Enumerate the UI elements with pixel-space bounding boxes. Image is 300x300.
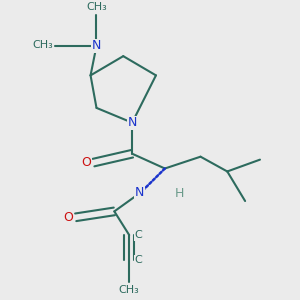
Text: N: N [92,39,101,52]
Text: N: N [135,186,144,199]
Text: N: N [128,116,137,129]
Text: CH₃: CH₃ [33,40,53,50]
Text: CH₃: CH₃ [119,285,140,295]
Text: H: H [175,187,184,200]
Text: O: O [81,156,91,169]
Text: C: C [134,230,142,240]
Text: CH₃: CH₃ [86,2,107,12]
Text: O: O [63,211,73,224]
Text: C: C [134,255,142,265]
